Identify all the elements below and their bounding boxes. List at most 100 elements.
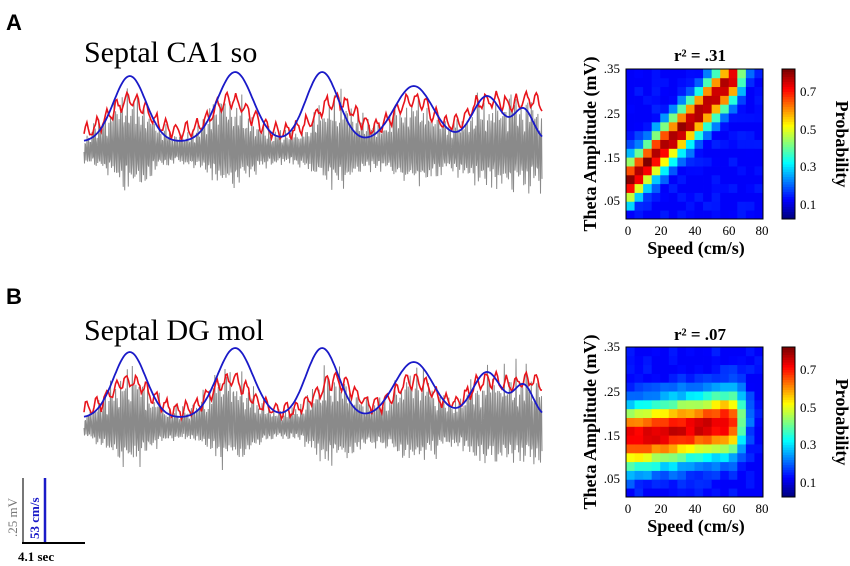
heatmap-cell (745, 488, 755, 498)
heatmap-cell (668, 166, 678, 176)
heatmap-cell (626, 157, 635, 167)
colorbar-tick-label: 0.5 (800, 122, 816, 137)
heatmap-cell (694, 364, 704, 374)
colorbar-segment (782, 437, 795, 440)
colorbar-segment (782, 131, 795, 135)
heatmap-cell (634, 77, 644, 88)
voltage-scale-label: .25 mV (5, 497, 20, 537)
heatmap-cell (677, 444, 687, 454)
heatmap-cell (728, 69, 738, 79)
heatmap-cell (660, 192, 670, 202)
heatmap-cell (651, 417, 661, 427)
heatmap-cell (643, 121, 653, 132)
heatmap-cell (737, 113, 747, 123)
colorbar-segment (782, 492, 795, 495)
heatmap-cell (711, 426, 721, 436)
heatmap-cell (694, 461, 704, 471)
heatmap-cell (737, 373, 747, 383)
heatmap-cell (711, 382, 721, 392)
heatmap-cell (643, 113, 653, 123)
heatmap-cell (660, 113, 670, 123)
time-scale-label: 4.1 sec (18, 549, 54, 564)
heatmap-cell (720, 166, 730, 176)
heatmap-cell (660, 382, 670, 392)
heatmap-cell (685, 210, 695, 220)
heatmap-cell (668, 426, 678, 436)
heatmap-cell (677, 95, 687, 105)
x-tick-label: 20 (655, 223, 668, 238)
heatmap-cell (737, 121, 747, 132)
heatmap-cell (754, 435, 764, 445)
heatmap-cell (685, 95, 695, 105)
heatmap-cell (651, 373, 661, 383)
heatmap-cell (660, 444, 670, 454)
heatmap-cell (668, 347, 678, 357)
heatmap-cell (694, 86, 704, 96)
heatmap-cell (677, 391, 687, 401)
colorbar-segment (782, 171, 795, 175)
colorbar-segment (782, 362, 795, 365)
heatmap-cell (754, 210, 764, 220)
heatmap-cell (685, 488, 695, 498)
heatmap-cell (745, 201, 755, 211)
heatmap-cell (694, 382, 704, 392)
colorbar-segment (782, 106, 795, 110)
heatmap-cell (643, 364, 653, 374)
heatmap-cell (703, 444, 713, 454)
heatmap-cell (634, 461, 644, 471)
heatmap-cell (685, 201, 695, 211)
colorbar-segment (782, 384, 795, 388)
heatmap-cell (711, 201, 721, 211)
heatmap-cell (626, 104, 635, 114)
heatmap-cell (745, 479, 755, 489)
heatmap-cell (745, 364, 755, 374)
heatmap-cell (651, 139, 661, 149)
heatmap-cell (643, 183, 653, 193)
heatmap-cell (634, 183, 644, 193)
heatmap-cell (737, 426, 747, 436)
heatmap-cell (711, 435, 721, 445)
heatmap-cell (711, 417, 721, 427)
colorbar-segment (782, 179, 795, 182)
heatmap-cell (660, 435, 670, 445)
colorbar-segment (782, 209, 795, 212)
heatmap-cell (711, 183, 721, 193)
colorbar-segment (782, 364, 795, 368)
heatmap-cell (626, 417, 635, 427)
heatmap-cell (737, 461, 747, 471)
heatmap-cell (720, 426, 730, 436)
colorbar-segment (782, 392, 795, 395)
heatmap-cell (685, 148, 695, 158)
heatmap-cell (728, 77, 738, 88)
heatmap-cell (634, 399, 644, 410)
heatmap-cell (711, 130, 721, 140)
heatmap-cell (668, 139, 678, 149)
heatmap-cell (668, 104, 678, 114)
heatmap-cell (703, 364, 713, 374)
heatmap-cell (626, 479, 635, 489)
heatmap-cell (668, 444, 678, 454)
colorbar-segment (782, 412, 795, 415)
heatmap-cell (685, 174, 695, 185)
heatmap-cell (677, 470, 687, 480)
heatmap-cells (626, 69, 764, 220)
heatmap-cell (737, 408, 747, 418)
heatmap-cell (720, 201, 730, 211)
heatmap-cell (728, 399, 738, 410)
heatmap-cell (626, 444, 635, 454)
heatmap-cell (643, 192, 653, 202)
heatmap-cell (677, 148, 687, 158)
heatmap-cell (728, 95, 738, 105)
heatmap-cell (660, 183, 670, 193)
x-tick-label: 80 (756, 501, 769, 516)
colorbar-segment (782, 71, 795, 75)
heatmap-cell (737, 95, 747, 105)
heatmap-cell (626, 435, 635, 445)
heatmap-cell (720, 417, 730, 427)
heatmap-cell (668, 408, 678, 418)
heatmap-cell (685, 139, 695, 149)
panel-b-letter: B (6, 284, 22, 309)
colorbar-segment (782, 111, 795, 115)
trace-panel-b (83, 347, 543, 471)
heatmap-cell (668, 95, 678, 105)
